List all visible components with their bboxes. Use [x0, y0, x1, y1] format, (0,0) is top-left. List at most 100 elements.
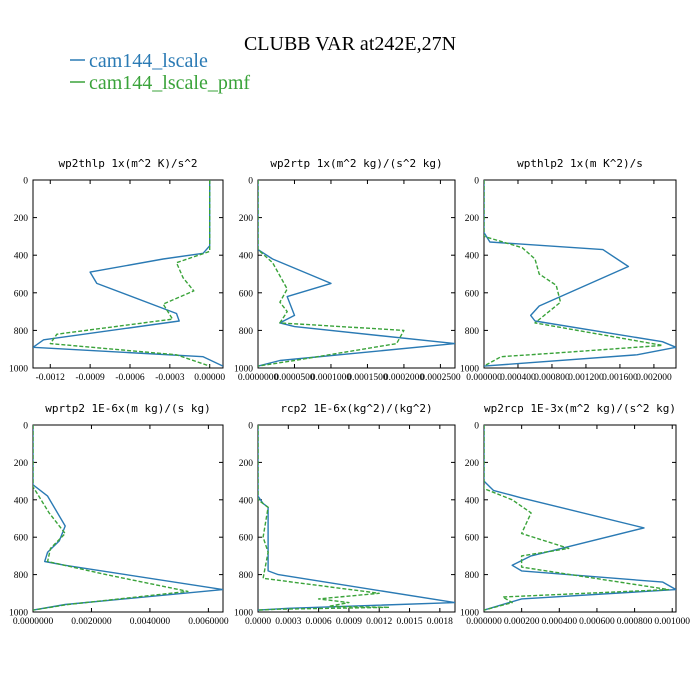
panel-title: wp2rcp 1E-3x(m^2 kg)/(s^2 kg) — [484, 402, 676, 415]
x-tick-label: 0.0000 — [245, 617, 271, 627]
series-line-2 — [258, 180, 405, 367]
panel-title: wp2rtp 1x(m^2 kg)/(s^2 kg) — [270, 157, 442, 170]
y-tick-label: 400 — [239, 252, 254, 262]
x-tick-label: -0.0012 — [36, 373, 66, 383]
x-tick-label: -0.0009 — [75, 373, 105, 383]
x-tick-label: 0.001200 — [568, 373, 604, 383]
panel-1: wp2thlp 1x(m^2 K)/s^2 0 200 400 600 800 1000 -0… — [9, 157, 225, 383]
y-tick-label: 200 — [14, 459, 29, 469]
panel-4: wprtp2 1E-6x(m kg)/(s kg) 0 200 400 600 800 10… — [9, 402, 229, 627]
x-tick-label: 0.00000 — [194, 373, 225, 383]
x-tick-label: 0.000800 — [534, 373, 570, 383]
x-tick-label: -0.0003 — [155, 373, 185, 383]
y-tick-label: 400 — [465, 252, 480, 262]
x-tick-label: 0.0020000 — [71, 617, 112, 627]
x-tick-label: 0.0060000 — [188, 617, 229, 627]
y-tick-label: 1000 — [234, 365, 253, 375]
figure-title: CLUBB VAR at242E,27N — [244, 33, 456, 55]
legend-label-2: cam144_lscale_pmf — [89, 72, 250, 94]
y-tick-label: 0 — [474, 177, 479, 187]
x-tick-label: 0.0000500 — [274, 373, 315, 383]
y-tick-label: 600 — [239, 534, 254, 544]
x-tick-label: 0.0018 — [427, 617, 453, 627]
y-tick-label: 1000 — [9, 609, 28, 619]
x-tick-label: 0.0003 — [275, 617, 301, 627]
y-tick-label: 800 — [465, 571, 480, 581]
panel-6: wp2rcp 1E-3x(m^2 kg)/(s^2 kg) 0 200 400 600 8… — [460, 402, 690, 627]
panel-5: rcp2 1E-6x(kg^2)/(kg^2) 0 200 400 600 800 1000… — [234, 402, 456, 627]
y-tick-label: 200 — [239, 459, 254, 469]
y-tick-label: 0 — [248, 422, 253, 432]
y-tick-label: 400 — [465, 496, 480, 506]
panel-2: wp2rtp 1x(m^2 kg)/(s^2 kg) 0 200 400 600 800 1… — [234, 157, 461, 383]
x-tick-label: 0.0015 — [396, 617, 422, 627]
plot-frame — [32, 424, 224, 613]
y-tick-label: 400 — [239, 496, 254, 506]
series-line-1 — [484, 180, 676, 367]
x-tick-label: 0.000800 — [617, 617, 653, 627]
y-tick-label: 200 — [14, 214, 29, 224]
y-tick-label: 800 — [14, 327, 29, 337]
series-line-1 — [258, 425, 455, 611]
x-tick-label: 0.000400 — [500, 373, 536, 383]
y-tick-label: 0 — [23, 422, 28, 432]
y-tick-label: 600 — [465, 289, 480, 299]
x-tick-label: 0.000400 — [541, 617, 577, 627]
panel-title: wpthlp2 1x(m K^2)/s — [517, 157, 643, 170]
y-tick-label: 800 — [14, 571, 29, 581]
x-tick-label: 0.0006 — [306, 617, 332, 627]
panel-title: wprtp2 1E-6x(m kg)/(s kg) — [45, 402, 211, 415]
series-line-1 — [33, 180, 223, 367]
y-tick-label: 800 — [239, 571, 254, 581]
y-tick-label: 600 — [239, 289, 254, 299]
series-line-2 — [484, 425, 670, 611]
x-tick-label: 0.0001500 — [347, 373, 388, 383]
plot-frame — [483, 424, 677, 613]
y-tick-label: 1000 — [460, 365, 479, 375]
x-tick-label: 0.000600 — [579, 617, 615, 627]
x-tick-label: 0.0002500 — [420, 373, 461, 383]
plot-frame — [483, 179, 677, 369]
plot-frame — [257, 424, 456, 613]
x-tick-label: 0.0001000 — [311, 373, 352, 383]
x-tick-label: -0.0006 — [115, 373, 145, 383]
y-tick-label: 200 — [465, 214, 480, 224]
y-tick-label: 1000 — [234, 609, 253, 619]
series-line-1 — [258, 180, 455, 367]
series-line-1 — [33, 425, 223, 611]
y-tick-label: 800 — [239, 327, 254, 337]
y-tick-label: 0 — [23, 177, 28, 187]
x-tick-label: 0.000000 — [466, 373, 502, 383]
series-line-1 — [484, 425, 676, 611]
y-tick-label: 800 — [465, 327, 480, 337]
series-line-2 — [484, 180, 664, 367]
x-tick-label: 0.002000 — [636, 373, 672, 383]
x-tick-label: 0.0040000 — [130, 617, 171, 627]
y-tick-label: 200 — [239, 214, 254, 224]
plot-frame — [32, 179, 224, 369]
x-tick-label: 0.0002000 — [384, 373, 425, 383]
y-tick-label: 400 — [14, 496, 29, 506]
x-tick-label: 0.0000000 — [13, 617, 54, 627]
y-tick-label: 0 — [248, 177, 253, 187]
series-line-2 — [33, 425, 189, 611]
panel-3: wpthlp2 1x(m K^2)/s020040060080010000.00… — [460, 157, 677, 383]
y-tick-label: 600 — [465, 534, 480, 544]
y-tick-label: 1000 — [9, 365, 28, 375]
x-tick-label: 0.000000 — [466, 617, 502, 627]
y-tick-label: 200 — [465, 459, 480, 469]
legend: cam144_lscale cam144_lscale_pmf — [70, 50, 250, 94]
legend-label-1: cam144_lscale — [89, 50, 208, 72]
y-tick-label: 400 — [14, 252, 29, 262]
series-line-2 — [49, 180, 211, 367]
x-tick-label: 0.001000 — [654, 617, 690, 627]
x-tick-label: 0.001600 — [602, 373, 638, 383]
x-tick-label: 0.0000000 — [238, 373, 279, 383]
y-tick-label: 0 — [474, 422, 479, 432]
x-tick-label: 0.0012 — [366, 617, 392, 627]
panel-title: wp2thlp 1x(m^2 K)/s^2 — [58, 157, 197, 170]
y-tick-label: 600 — [14, 289, 29, 299]
y-tick-label: 600 — [14, 534, 29, 544]
plot-frame — [257, 179, 456, 369]
